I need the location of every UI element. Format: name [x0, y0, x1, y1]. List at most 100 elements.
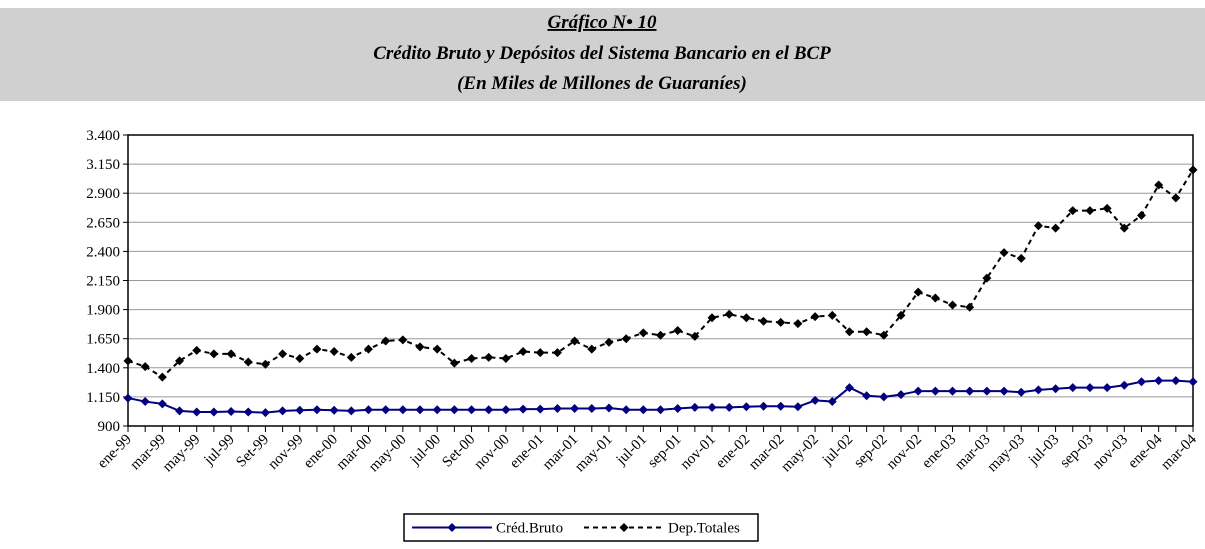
marker [1188, 377, 1198, 387]
marker [552, 404, 562, 414]
marker [432, 405, 442, 415]
marker [226, 406, 236, 416]
marker [827, 397, 837, 407]
y-tick-label: 1.150 [86, 390, 120, 406]
marker [827, 310, 837, 320]
marker [1033, 385, 1043, 395]
marker [741, 402, 751, 412]
marker [1171, 193, 1181, 203]
unit-note: (En Miles de Millones de Guaraníes) [457, 73, 747, 94]
x-tick-label: ene-01 [507, 432, 547, 472]
marker [879, 392, 889, 402]
marker [656, 405, 665, 415]
x-tick-label: jul-02 [819, 432, 856, 469]
x-tick-label: Set-00 [439, 432, 478, 471]
x-tick-label: nov-01 [677, 432, 718, 473]
y-tick-label: 2.150 [86, 274, 120, 290]
x-tick-label: jul-00 [407, 432, 444, 469]
marker [432, 344, 442, 354]
marker [621, 405, 631, 415]
marker [879, 330, 889, 340]
marker [913, 287, 923, 297]
marker [604, 337, 614, 347]
x-tick-label: may-99 [160, 432, 204, 476]
marker [1154, 376, 1164, 386]
marker [501, 405, 511, 415]
marker [346, 406, 356, 416]
x-tick-label: nov-03 [1090, 432, 1131, 473]
marker [209, 407, 219, 417]
marker [312, 344, 322, 354]
marker [638, 405, 648, 415]
marker [312, 405, 322, 415]
marker [707, 313, 717, 323]
x-tick-label: may-02 [778, 432, 822, 476]
marker [570, 336, 580, 346]
marker [638, 328, 648, 338]
marker [793, 402, 803, 412]
x-tick-label: jul-99 [201, 432, 238, 469]
marker [1136, 210, 1146, 220]
y-tick-label: 900 [98, 419, 121, 435]
marker [123, 393, 133, 403]
x-tick-label: mar-04 [1158, 431, 1200, 473]
x-tick-label: sep-01 [645, 432, 685, 472]
marker [415, 405, 425, 415]
marker [140, 362, 150, 372]
marker [1136, 377, 1146, 387]
marker [501, 353, 511, 363]
marker [1085, 206, 1095, 216]
marker [363, 405, 373, 415]
marker [810, 312, 820, 322]
marker [535, 404, 545, 414]
x-tick-label: jul-03 [1025, 432, 1062, 469]
marker [123, 356, 133, 366]
marker [329, 405, 339, 415]
marker [518, 404, 528, 414]
marker [776, 317, 786, 327]
marker [1068, 383, 1078, 393]
legend-marker [447, 523, 457, 532]
marker [157, 372, 167, 382]
marker [1085, 383, 1095, 393]
marker [1119, 223, 1129, 233]
marker [278, 406, 288, 416]
marker [965, 386, 975, 396]
marker [759, 401, 769, 411]
marker [999, 386, 1009, 396]
marker [707, 402, 717, 412]
marker [1051, 384, 1061, 394]
marker [1102, 203, 1112, 213]
marker [295, 353, 305, 363]
marker [467, 353, 477, 363]
marker [449, 405, 459, 415]
marker [570, 404, 580, 414]
marker [226, 349, 236, 359]
x-tick-label: sep-03 [1057, 432, 1097, 472]
x-tick-label: ene-02 [713, 432, 753, 472]
x-tick-label: may-00 [366, 432, 410, 476]
marker [759, 316, 769, 326]
x-tick-label: nov-02 [884, 432, 925, 473]
x-tick-label: ene-00 [301, 432, 341, 472]
marker [587, 344, 597, 354]
legend-label: Créd.Bruto [496, 521, 563, 537]
marker [449, 358, 459, 368]
marker [965, 302, 975, 312]
marker [741, 313, 751, 323]
marker [982, 386, 992, 396]
marker [1016, 387, 1026, 397]
marker [329, 347, 339, 357]
x-tick-label: may-01 [572, 432, 616, 476]
marker [398, 405, 408, 415]
marker [1171, 376, 1181, 386]
y-tick-label: 3.400 [86, 128, 120, 144]
marker [260, 408, 270, 418]
marker [140, 397, 150, 407]
marker [793, 319, 803, 329]
marker [621, 334, 631, 344]
marker [175, 406, 185, 416]
marker [690, 331, 700, 341]
marker [690, 402, 700, 412]
